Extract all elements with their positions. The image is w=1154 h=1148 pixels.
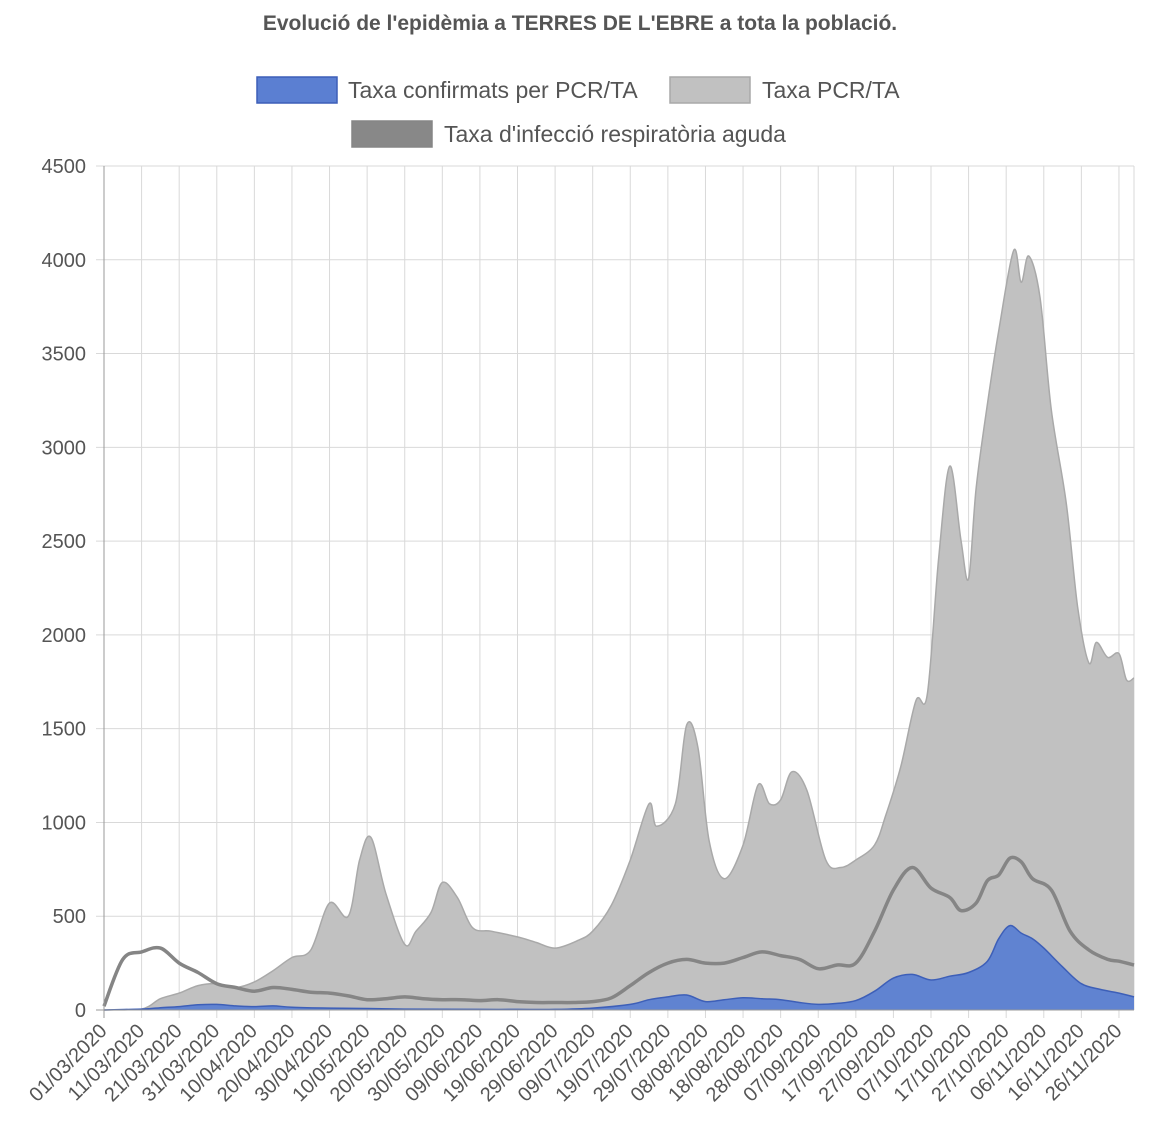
confirmed-area-fill bbox=[104, 925, 1134, 1010]
confirmed-area-series bbox=[103, 924, 1135, 1011]
pcr-ta-area-fill bbox=[104, 249, 1134, 1010]
legend-item[interactable]: Taxa confirmats per PCR/TA bbox=[256, 76, 638, 104]
y-tick-label: 1500 bbox=[42, 719, 87, 741]
chart-title: Evolució de l'epidèmia a TERRES DE L'EBR… bbox=[263, 12, 897, 35]
y-tick-label: 500 bbox=[53, 906, 86, 928]
legend-item[interactable]: Taxa d'infecció respiratòria aguda bbox=[351, 120, 786, 148]
legend-swatch bbox=[669, 76, 751, 104]
y-tick-label: 4500 bbox=[42, 156, 87, 178]
y-tick-label: 2000 bbox=[42, 625, 87, 647]
y-tick-label: 1000 bbox=[42, 812, 87, 834]
y-tick-label: 4000 bbox=[42, 250, 87, 272]
respiratory-infection-line-series bbox=[102, 855, 1135, 1007]
legend-swatch bbox=[256, 76, 338, 104]
legend: Taxa confirmats per PCR/TA Taxa PCR/TA Tax… bbox=[256, 76, 900, 148]
pcr-ta-area-series bbox=[103, 248, 1135, 1011]
y-tick-label: 3000 bbox=[42, 437, 87, 459]
y-tick-label: 0 bbox=[75, 1000, 86, 1022]
legend-label: Taxa confirmats per PCR/TA bbox=[348, 77, 638, 103]
respiratory-infection-line-line bbox=[102, 855, 1135, 1007]
legend-swatch bbox=[351, 120, 433, 148]
legend-label: Taxa PCR/TA bbox=[762, 77, 900, 103]
y-tick-label: 2500 bbox=[42, 531, 87, 553]
plot-area bbox=[102, 248, 1135, 1011]
y-tick-label: 3500 bbox=[42, 344, 87, 366]
legend-item[interactable]: Taxa PCR/TA bbox=[669, 76, 900, 104]
legend-label: Taxa d'infecció respiratòria aguda bbox=[444, 121, 786, 147]
pcr-ta-area-line bbox=[103, 248, 1135, 1011]
confirmed-area-line bbox=[103, 924, 1135, 1011]
